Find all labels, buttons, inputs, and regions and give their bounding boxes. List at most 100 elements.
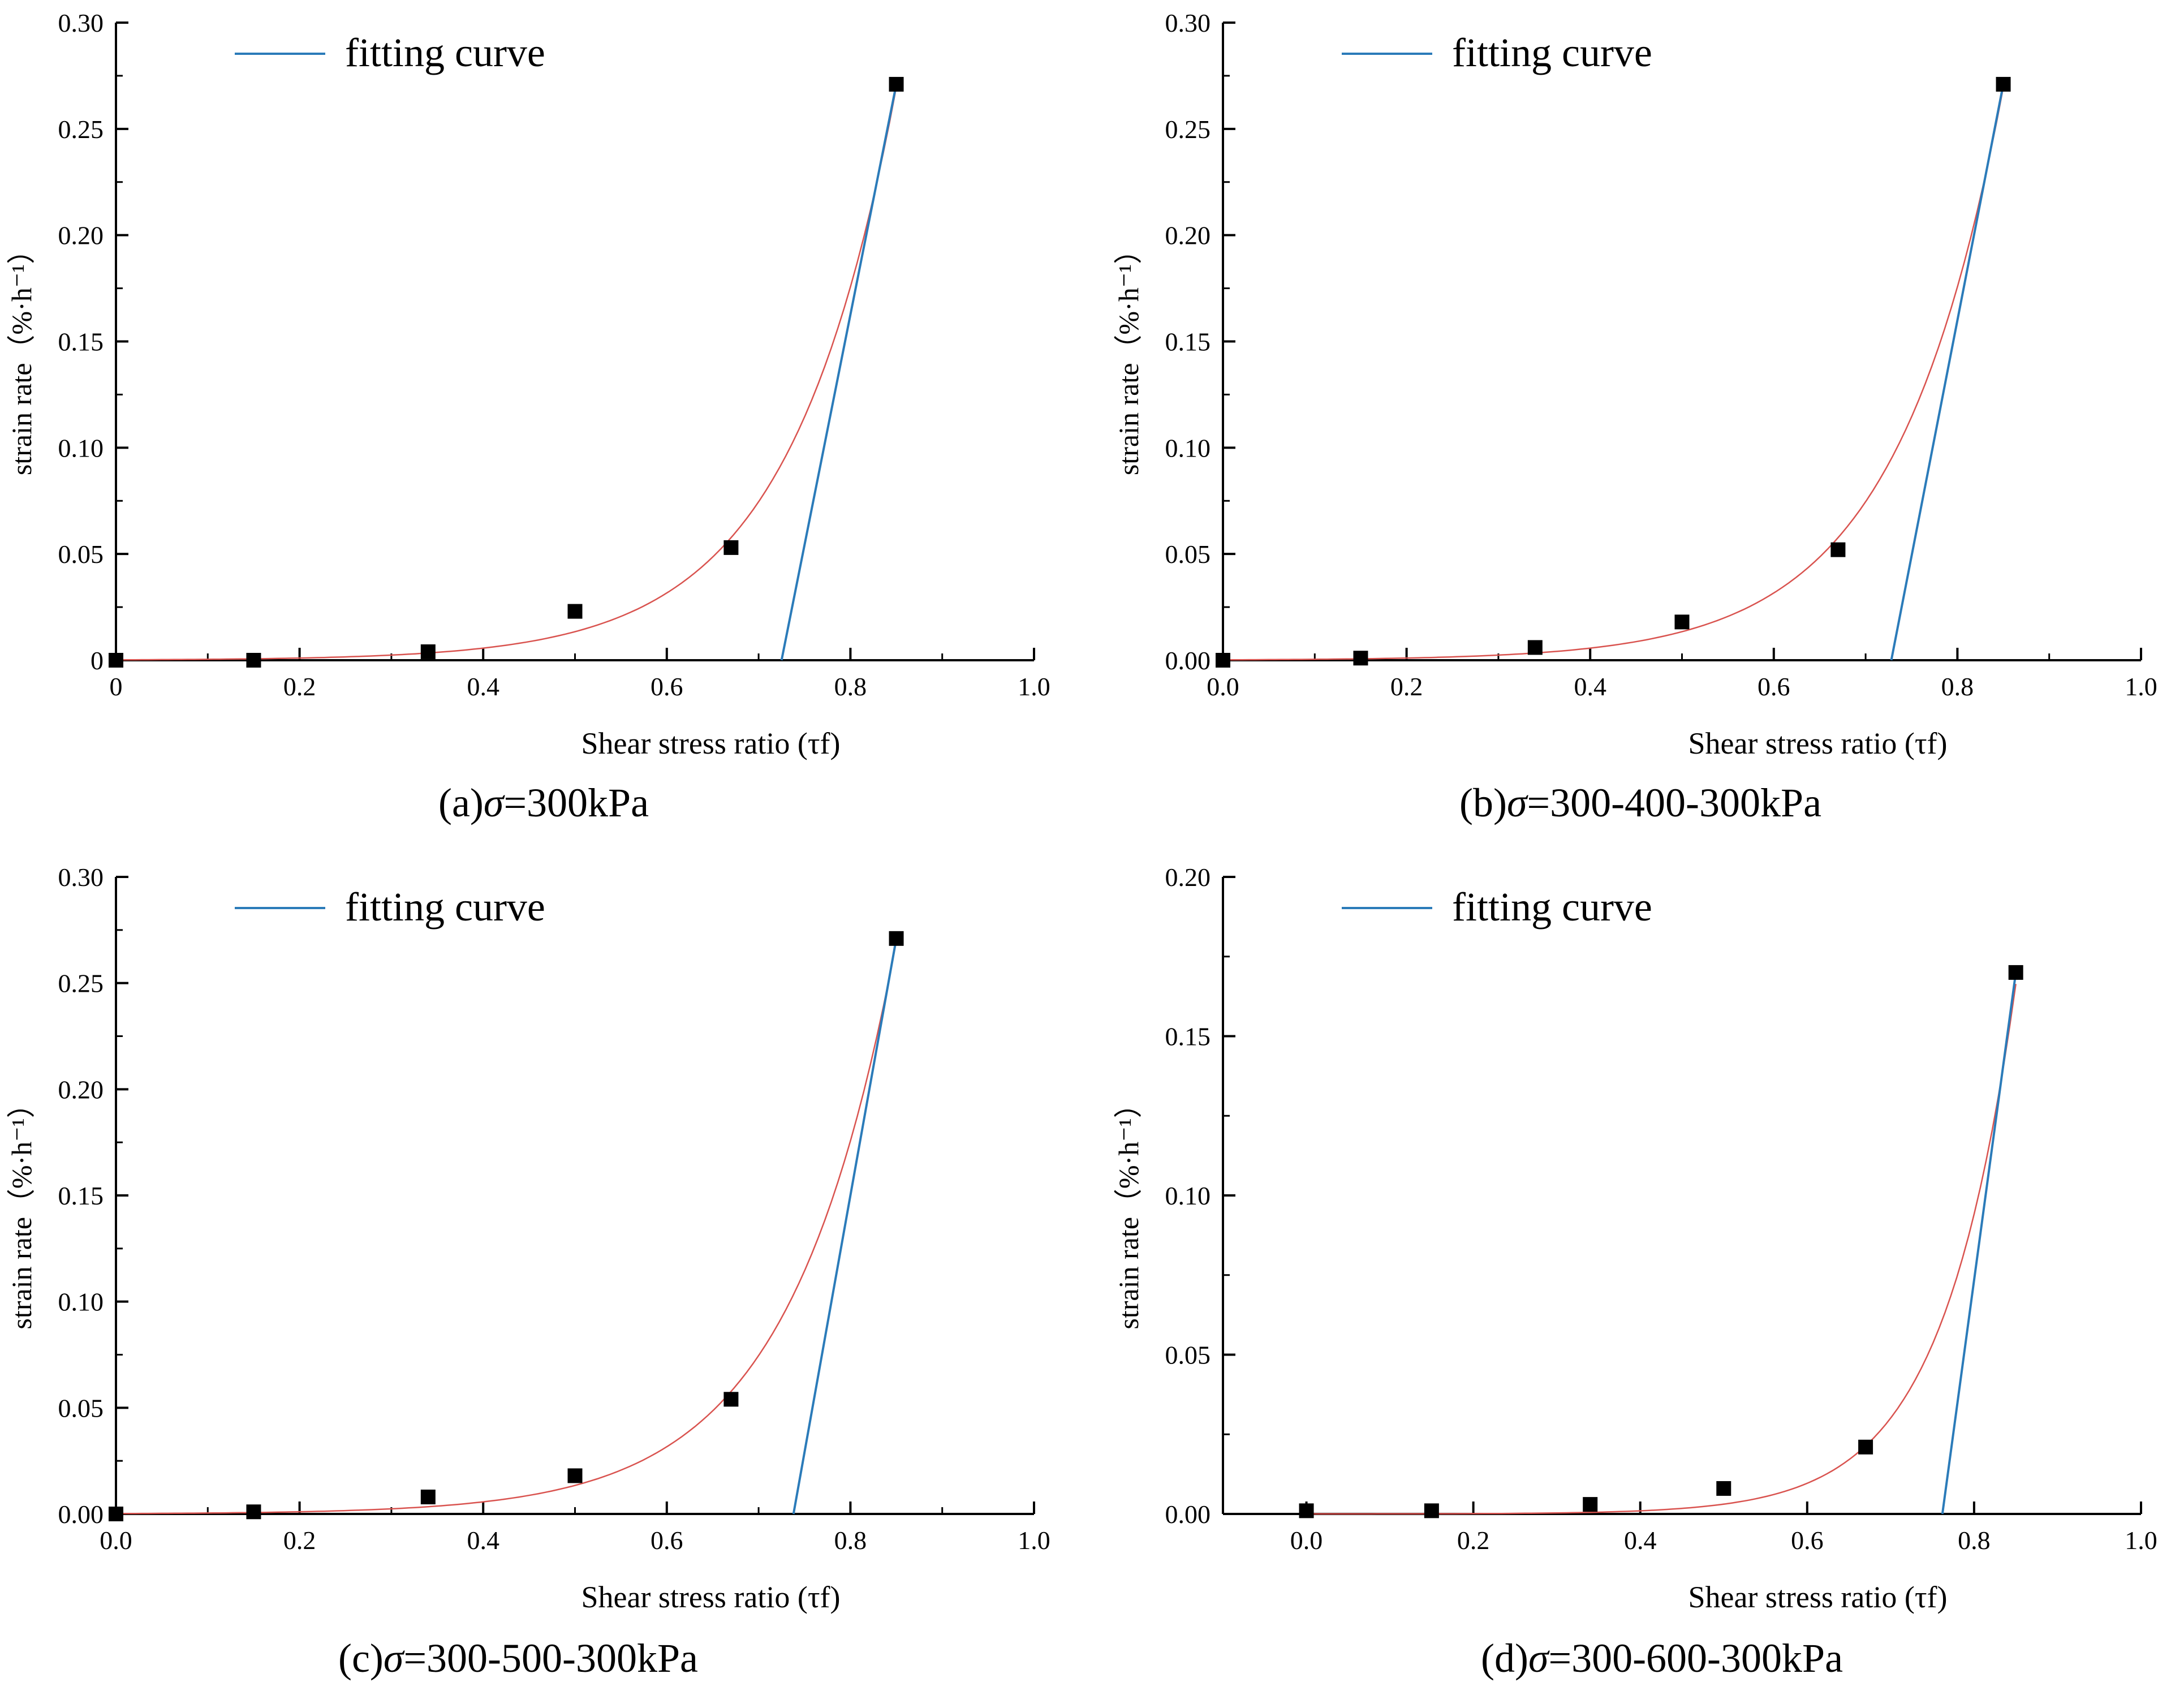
caption-d-text: =300-600-300kPa bbox=[1548, 1636, 1843, 1681]
caption-c-text: =300-500-300kPa bbox=[403, 1636, 698, 1681]
data-point bbox=[1299, 1503, 1314, 1518]
x-tick-label: 0.2 bbox=[283, 1526, 316, 1555]
data-point bbox=[1716, 1481, 1731, 1496]
chart-d: 0.00 0.05 0.10 0.15 0.20 0.0 0.2 0.4 0.6 0.8 1.0 Sh… bbox=[1113, 863, 2157, 1614]
x-axis-label: Shear stress ratio (τf) bbox=[581, 1580, 840, 1614]
y-axis-label: strain rate（%·h⁻¹） bbox=[1113, 1090, 1144, 1329]
x-tick-label: 0.4 bbox=[467, 1526, 499, 1555]
data-point bbox=[723, 540, 739, 555]
y-tick-label: 0.15 bbox=[1165, 328, 1211, 356]
data-point bbox=[889, 931, 904, 946]
x-tick-label: 0.4 bbox=[1624, 1526, 1657, 1555]
x-tick-label: 0.8 bbox=[834, 672, 867, 701]
data-point bbox=[420, 644, 436, 659]
data-point bbox=[246, 1504, 261, 1520]
tangent-line bbox=[780, 84, 898, 661]
fitting-curve bbox=[1223, 87, 2004, 661]
y-tick-label: 0.05 bbox=[58, 540, 104, 569]
y-tick-label: 0.00 bbox=[58, 1500, 104, 1529]
data-point bbox=[567, 604, 583, 619]
legend-label: fitting curve bbox=[345, 884, 545, 930]
caption-c-sigma: σ bbox=[383, 1636, 404, 1681]
data-point bbox=[1353, 651, 1368, 666]
x-tick-label: 0.0 bbox=[100, 1526, 132, 1555]
y-tick-label: 0.15 bbox=[1165, 1022, 1211, 1051]
caption-a: (a)σ=300kPa bbox=[438, 780, 649, 827]
caption-c-prefix: (c) bbox=[338, 1636, 384, 1681]
y-tick-label: 0.25 bbox=[58, 969, 104, 998]
data-point bbox=[567, 1468, 583, 1483]
chart-c: 0.00 0.05 0.10 0.15 0.20 0.25 0.30 0.0 0.2 0.4 0.6… bbox=[6, 863, 1050, 1614]
y-tick-label: 0.30 bbox=[58, 8, 104, 37]
legend-label: fitting curve bbox=[1452, 30, 1652, 75]
data-point bbox=[1527, 640, 1543, 655]
y-tick-label: 0.20 bbox=[1165, 221, 1211, 250]
data-point bbox=[1216, 653, 1230, 668]
x-axis-label: Shear stress ratio (τf) bbox=[581, 726, 840, 760]
y-axis-label: strain rate（%·h⁻¹） bbox=[6, 1090, 37, 1329]
caption-c: (c)σ=300-500-300kPa bbox=[338, 1635, 698, 1682]
data-point bbox=[1830, 542, 1846, 557]
x-tick-label: 0.0 bbox=[1207, 672, 1239, 701]
x-tick-label: 0.8 bbox=[1958, 1526, 1991, 1555]
data-point bbox=[420, 1489, 436, 1504]
tangent-line bbox=[1941, 972, 2017, 1515]
x-tick-label: 0.2 bbox=[1457, 1526, 1490, 1555]
x-tick-label: 0.4 bbox=[467, 672, 499, 701]
caption-d: (d)σ=300-600-300kPa bbox=[1481, 1635, 1843, 1682]
y-tick-label: 0.05 bbox=[58, 1393, 104, 1422]
caption-d-sigma: σ bbox=[1528, 1636, 1549, 1681]
x-tick-label: 1.0 bbox=[2125, 1526, 2157, 1555]
legend-label: fitting curve bbox=[1452, 884, 1652, 930]
fitting-curve bbox=[116, 87, 897, 661]
y-tick-label: 0.10 bbox=[58, 433, 104, 462]
caption-d-prefix: (d) bbox=[1481, 1636, 1528, 1681]
y-tick-label: 0 bbox=[91, 646, 104, 675]
y-tick-label: 0.10 bbox=[1165, 1181, 1211, 1210]
x-tick-label: 0.6 bbox=[651, 672, 683, 701]
y-tick-label: 0.05 bbox=[1165, 1341, 1211, 1370]
legend-label: fitting curve bbox=[345, 30, 545, 75]
tangent-line bbox=[1890, 84, 2005, 661]
y-tick-label: 0.20 bbox=[1165, 863, 1211, 892]
x-tick-label: 0.6 bbox=[651, 1526, 683, 1555]
caption-a-text: =300kPa bbox=[503, 780, 649, 825]
y-tick-label: 0.20 bbox=[58, 221, 104, 250]
x-axis-label: Shear stress ratio (τf) bbox=[1688, 726, 1947, 760]
x-tick-label: 0.6 bbox=[1758, 672, 1790, 701]
x-tick-label: 1.0 bbox=[1018, 672, 1050, 701]
y-axis-label: strain rate（%·h⁻¹） bbox=[6, 236, 37, 475]
data-point bbox=[109, 653, 123, 668]
y-tick-label: 0.30 bbox=[1165, 8, 1211, 37]
x-tick-label: 0.6 bbox=[1791, 1526, 1824, 1555]
data-point bbox=[246, 653, 261, 668]
caption-b: (b)σ=300-400-300kPa bbox=[1459, 780, 1821, 827]
x-tick-label: 0.0 bbox=[1290, 1526, 1323, 1555]
caption-a-prefix: (a) bbox=[438, 780, 484, 825]
x-tick-label: 1.0 bbox=[1018, 1526, 1050, 1555]
x-tick-label: 0.2 bbox=[1390, 672, 1423, 701]
x-axis-label: Shear stress ratio (τf) bbox=[1688, 1580, 1947, 1614]
y-tick-label: 0.00 bbox=[1165, 646, 1211, 675]
data-point bbox=[1424, 1503, 1439, 1518]
y-tick-label: 0.15 bbox=[58, 1181, 104, 1210]
caption-b-text: =300-400-300kPa bbox=[1527, 780, 1822, 825]
y-tick-label: 0.30 bbox=[58, 863, 104, 892]
data-point bbox=[1583, 1497, 1598, 1512]
chart-a: 0 0.05 0.10 0.15 0.20 0.25 0.30 0 0.2 0.4 0.6 0.8 1.… bbox=[6, 8, 1050, 760]
data-point bbox=[889, 76, 904, 92]
fitting-curve bbox=[1306, 984, 2017, 1515]
y-tick-label: 0.25 bbox=[1165, 115, 1211, 144]
caption-b-prefix: (b) bbox=[1459, 780, 1507, 825]
x-tick-label: 0 bbox=[110, 672, 123, 701]
x-tick-label: 0.8 bbox=[1941, 672, 1974, 701]
y-tick-label: 0.15 bbox=[58, 328, 104, 356]
x-tick-label: 0.2 bbox=[283, 672, 316, 701]
x-tick-label: 1.0 bbox=[2125, 672, 2157, 701]
y-tick-label: 0.20 bbox=[58, 1075, 104, 1104]
data-point bbox=[109, 1507, 123, 1521]
tangent-line bbox=[792, 938, 898, 1515]
y-tick-label: 0.10 bbox=[1165, 433, 1211, 462]
data-point bbox=[1858, 1439, 1873, 1455]
